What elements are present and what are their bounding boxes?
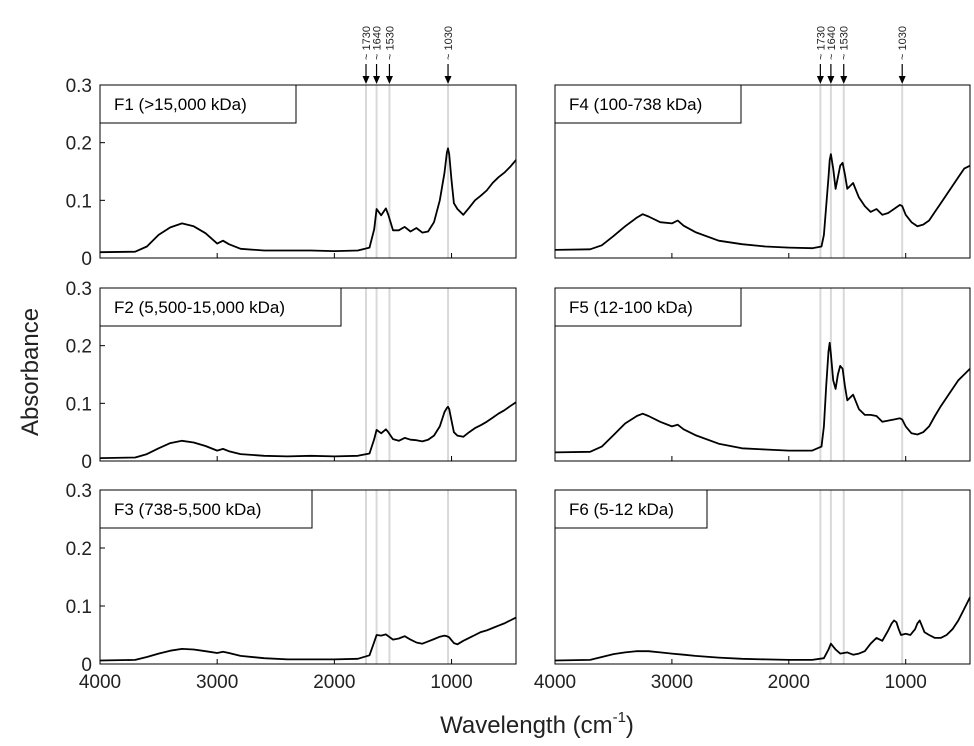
x-axis-label-close: ) [626,712,634,739]
y-tick-label: 0.3 [66,481,92,502]
y-tick-label: 0.2 [66,134,92,155]
annotation-1530: ~ 1530 [384,26,396,84]
y-tick-label: 0 [81,655,92,676]
panel-f6: F6 (5-12 kDa) 4000 3000 2000 1000 [534,489,971,693]
spectrum-line-f4 [554,153,971,251]
annotation-arrowhead [898,76,906,84]
annotation-label: ~ 1530 [384,26,396,60]
plot-frame-f6 [554,489,971,665]
annotation-label: ~ 1030 [897,26,909,60]
panel-f1: F1 (>15,000 kDa)00.10.20.3~ 1730~ 1640 ~ … [66,26,517,270]
spectrum-line-f5 [554,341,971,454]
legend-label-f1: F1 (>15,000 kDa) [114,95,247,114]
y-tick-label: 0.1 [66,191,92,212]
x-tick-label: 3000 [651,672,693,693]
y-tick-label: 0.1 [66,597,92,618]
legend-box-f3 [99,489,313,529]
annotation-label: ~ 1530 [839,26,851,60]
annotation-label: ~ 1030 [443,26,455,60]
legend-label-f6: F6 (5-12 kDa) [569,500,674,519]
legend-box-f2 [99,287,342,327]
annotation-1640: ~ 1640 [826,26,838,84]
y-axis-label: Absorbance [17,308,44,436]
annotation-label: ~ 1640 [826,26,838,60]
y-tick-label: 0.3 [66,76,92,97]
spectrum-line-f2 [99,401,517,459]
spectrum-line-f1 [99,147,517,254]
annotation-1030: ~ 1030 [897,26,909,84]
annotation-label: ~ 1730 [815,26,827,60]
spectrum-line-f3 [99,616,517,662]
panels-layer: F1 (>15,000 kDa)00.10.20.3~ 1730~ 1640 ~ … [66,26,971,693]
y-tick-label: 0.3 [66,279,92,300]
x-tick-label: 3000 [196,672,238,693]
panel-f2: F2 (5,500-15,000 kDa) 0 0.1 0.2 0.3 [66,279,517,473]
y-tick-label: 0 [81,452,92,473]
x-axis-label-main: Wavelength (cm [440,712,613,739]
annotation-1640: ~ 1640 [372,26,384,84]
annotation-arrowhead [816,76,824,84]
plot-frame-f1 [99,84,517,259]
legend-label-f3: F3 (738-5,500 kDa) [114,500,261,519]
legend-label-f2: F2 (5,500-15,000 kDa) [114,298,285,317]
annotation-arrowhead [444,76,452,84]
annotation-label: ~ 1730 [361,26,373,60]
x-axis-label-superscript: -1 [613,709,626,726]
annotation-arrowhead [362,76,370,84]
legend-box-f1 [99,84,297,124]
plot-frame-f4 [554,84,971,259]
x-tick-label: 1000 [430,672,472,693]
annotation-arrowhead [840,76,848,84]
panel-f4: F4 (100-738 kDa) ~ 1730~ 1640 ~ 1530 ~ 1030 [554,26,971,259]
annotation-arrowhead [385,76,393,84]
annotation-1030: ~ 1030 [443,26,455,84]
x-tick-label: 4000 [534,672,576,693]
x-tick-label: 4000 [79,672,121,693]
x-tick-label: 1000 [885,672,927,693]
y-tick-label: 0.1 [66,394,92,415]
x-axis-label: Wavelength (cm-1) [440,709,634,739]
legend-label-f4: F4 (100-738 kDa) [569,95,702,114]
annotation-1730: ~ 1730 [361,26,373,84]
legend-box-f4 [554,84,742,124]
y-tick-label: 0.2 [66,337,92,358]
legend-box-f6 [554,489,708,529]
annotation-1530: ~ 1530 [839,26,851,84]
spectrum-line-f6 [554,596,971,662]
annotation-label: ~ 1640 [372,26,384,60]
x-tick-label: 2000 [768,672,810,693]
annotation-arrowhead [827,76,835,84]
y-tick-label: 0 [81,249,92,270]
legend-box-f5 [554,287,742,327]
annotation-1730: ~ 1730 [815,26,827,84]
annotation-arrowhead [373,76,381,84]
x-tick-label: 2000 [313,672,355,693]
panel-f5: F5 (12-100 kDa) [554,287,971,462]
legend-label-f5: F5 (12-100 kDa) [569,298,693,317]
y-tick-label: 0.2 [66,539,92,560]
plot-frame-f5 [554,287,971,462]
panel-f3: F3 (738-5,500 kDa) 0 0.1 0.2 0.3 4000 3000 2000… [66,481,517,693]
